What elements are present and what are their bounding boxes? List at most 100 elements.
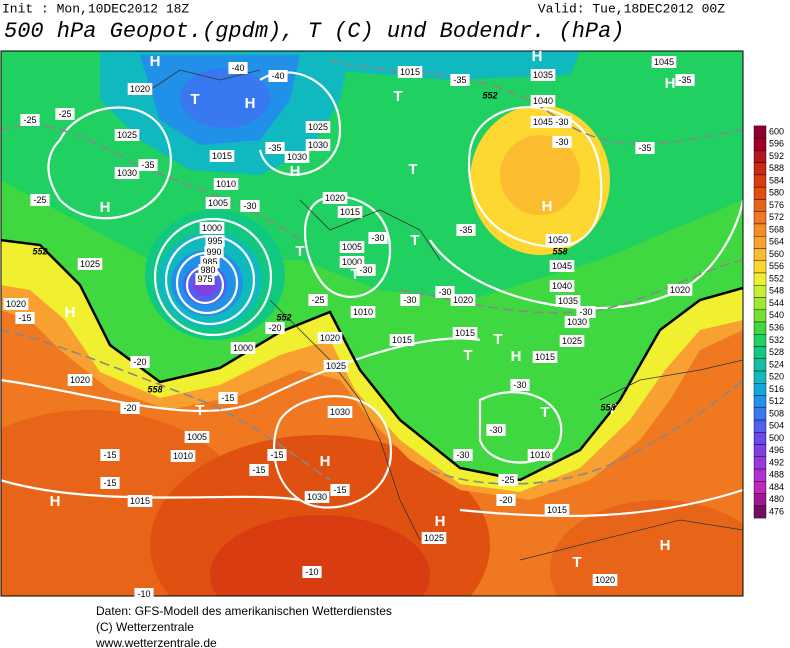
temperature-label: -35: [678, 75, 691, 85]
legend-swatch: [753, 346, 767, 359]
temperature-label-box: [356, 264, 376, 276]
legend-label: 488: [769, 470, 784, 480]
isobar-label: 1010: [173, 451, 193, 461]
pressure-center: H: [532, 48, 543, 65]
legend-swatch: [753, 407, 767, 421]
contour-label: 558: [552, 246, 567, 256]
temperature-label-box: [20, 114, 40, 126]
isobar-label-box: [284, 151, 310, 163]
isobar-label: 1040: [533, 96, 553, 106]
isobar-label-box: [530, 116, 556, 128]
temperature-label: -35: [459, 225, 472, 235]
temperature-label: -30: [489, 425, 502, 435]
isobar-label-box: [305, 139, 331, 151]
temperature-label-box: [552, 116, 572, 128]
legend-swatch: [753, 493, 767, 507]
temperature-label-box: [330, 484, 350, 496]
temperature-label: -30: [555, 137, 568, 147]
isobar-label: 1015: [340, 207, 360, 217]
isobar-label: 1020: [320, 333, 340, 343]
temperature-label-box: [55, 108, 75, 120]
temperature-label-box: [453, 449, 473, 461]
temperature-label: -15: [333, 485, 346, 495]
temperature-label: -30: [456, 450, 469, 460]
temperature-label-box: [134, 588, 154, 600]
isobar-label: 1000: [233, 343, 253, 353]
temperature-label: -30: [513, 380, 526, 390]
temperature-label-box: [265, 322, 285, 334]
isobar-label: 1025: [80, 259, 100, 269]
temperature-label: -15: [18, 313, 31, 323]
isobar-label: 995: [207, 236, 222, 246]
temperature-label-box: [552, 136, 572, 148]
isobar-label: 1020: [325, 193, 345, 203]
footer-line: (C) Wetterzentrale: [96, 620, 194, 634]
isobar-label-box: [230, 342, 256, 354]
legend-swatch: [753, 199, 767, 212]
temperature-label-box: [268, 70, 288, 82]
isobar-label-box: [127, 495, 153, 507]
isobar-label-box: [545, 234, 571, 246]
legend-label: 544: [769, 298, 784, 308]
legend-label: 564: [769, 237, 784, 247]
footer-line: www.wetterzentrale.de: [95, 636, 217, 648]
isobar-label-box: [452, 327, 478, 339]
legend-label: 572: [769, 212, 784, 222]
isobar-label: 1005: [208, 198, 228, 208]
isobar-label: 1045: [533, 117, 553, 127]
isobar-label: 1015: [392, 335, 412, 345]
temperature-label-box: [267, 449, 287, 461]
isobar-label: 1020: [595, 575, 615, 585]
pressure-center: T: [463, 347, 472, 364]
legend-label: 596: [769, 139, 784, 149]
isobar-label-box: [564, 316, 590, 328]
temperature-label: -40: [271, 71, 284, 81]
legend-label: 492: [769, 457, 784, 467]
isobar-label: 1000: [342, 257, 362, 267]
temperature-label: -30: [438, 287, 451, 297]
contour-label: 558: [600, 402, 615, 412]
isobar-label: 1000: [202, 223, 222, 233]
isobar-label-box: [209, 150, 235, 162]
temperature-label: -20: [123, 403, 136, 413]
legend-swatch: [753, 444, 767, 458]
legend-swatch: [753, 395, 767, 409]
temperature-label: -15: [103, 478, 116, 488]
legend-label: 588: [769, 163, 784, 173]
legend-label: 524: [769, 359, 784, 369]
temperature-label: -25: [23, 115, 36, 125]
legend-swatch: [753, 370, 767, 384]
isobar-label: 1030: [307, 492, 327, 502]
isobar-label-box: [549, 260, 575, 272]
isobar-label-box: [421, 532, 447, 544]
temperature-label-box: [435, 286, 455, 298]
temperature-label: -30: [555, 117, 568, 127]
map-title: 500 hPa Geopot.(gpdm), T (C) und Bodendr…: [4, 19, 625, 44]
isobar-label: 1015: [400, 67, 420, 77]
temperature-label-box: [368, 232, 388, 244]
legend-swatch: [753, 468, 767, 482]
isobar-label: 1030: [287, 152, 307, 162]
isobar-label-box: [184, 431, 210, 443]
isobar-label: 1010: [353, 307, 373, 317]
pressure-center: H: [50, 493, 61, 510]
isobar-label: 1025: [424, 533, 444, 543]
pressure-center: T: [607, 401, 616, 418]
temperature-label: -20: [268, 323, 281, 333]
legend-swatch: [753, 285, 767, 298]
temperature-label-box: [228, 62, 248, 74]
legend-label: 580: [769, 188, 784, 198]
pressure-center: H: [660, 537, 671, 554]
legend-swatch: [753, 223, 767, 237]
legend-label: 532: [769, 335, 784, 345]
isobar-label: 980: [200, 265, 215, 275]
isobar-label: 1015: [212, 151, 232, 161]
temperature-label: -25: [58, 109, 71, 119]
pressure-center: T: [195, 402, 204, 419]
legend-swatch: [753, 125, 767, 139]
isobar-label: 1025: [562, 336, 582, 346]
legend-swatch: [753, 186, 767, 200]
isobar-label: 1015: [535, 352, 555, 362]
legend-swatch: [753, 456, 767, 470]
